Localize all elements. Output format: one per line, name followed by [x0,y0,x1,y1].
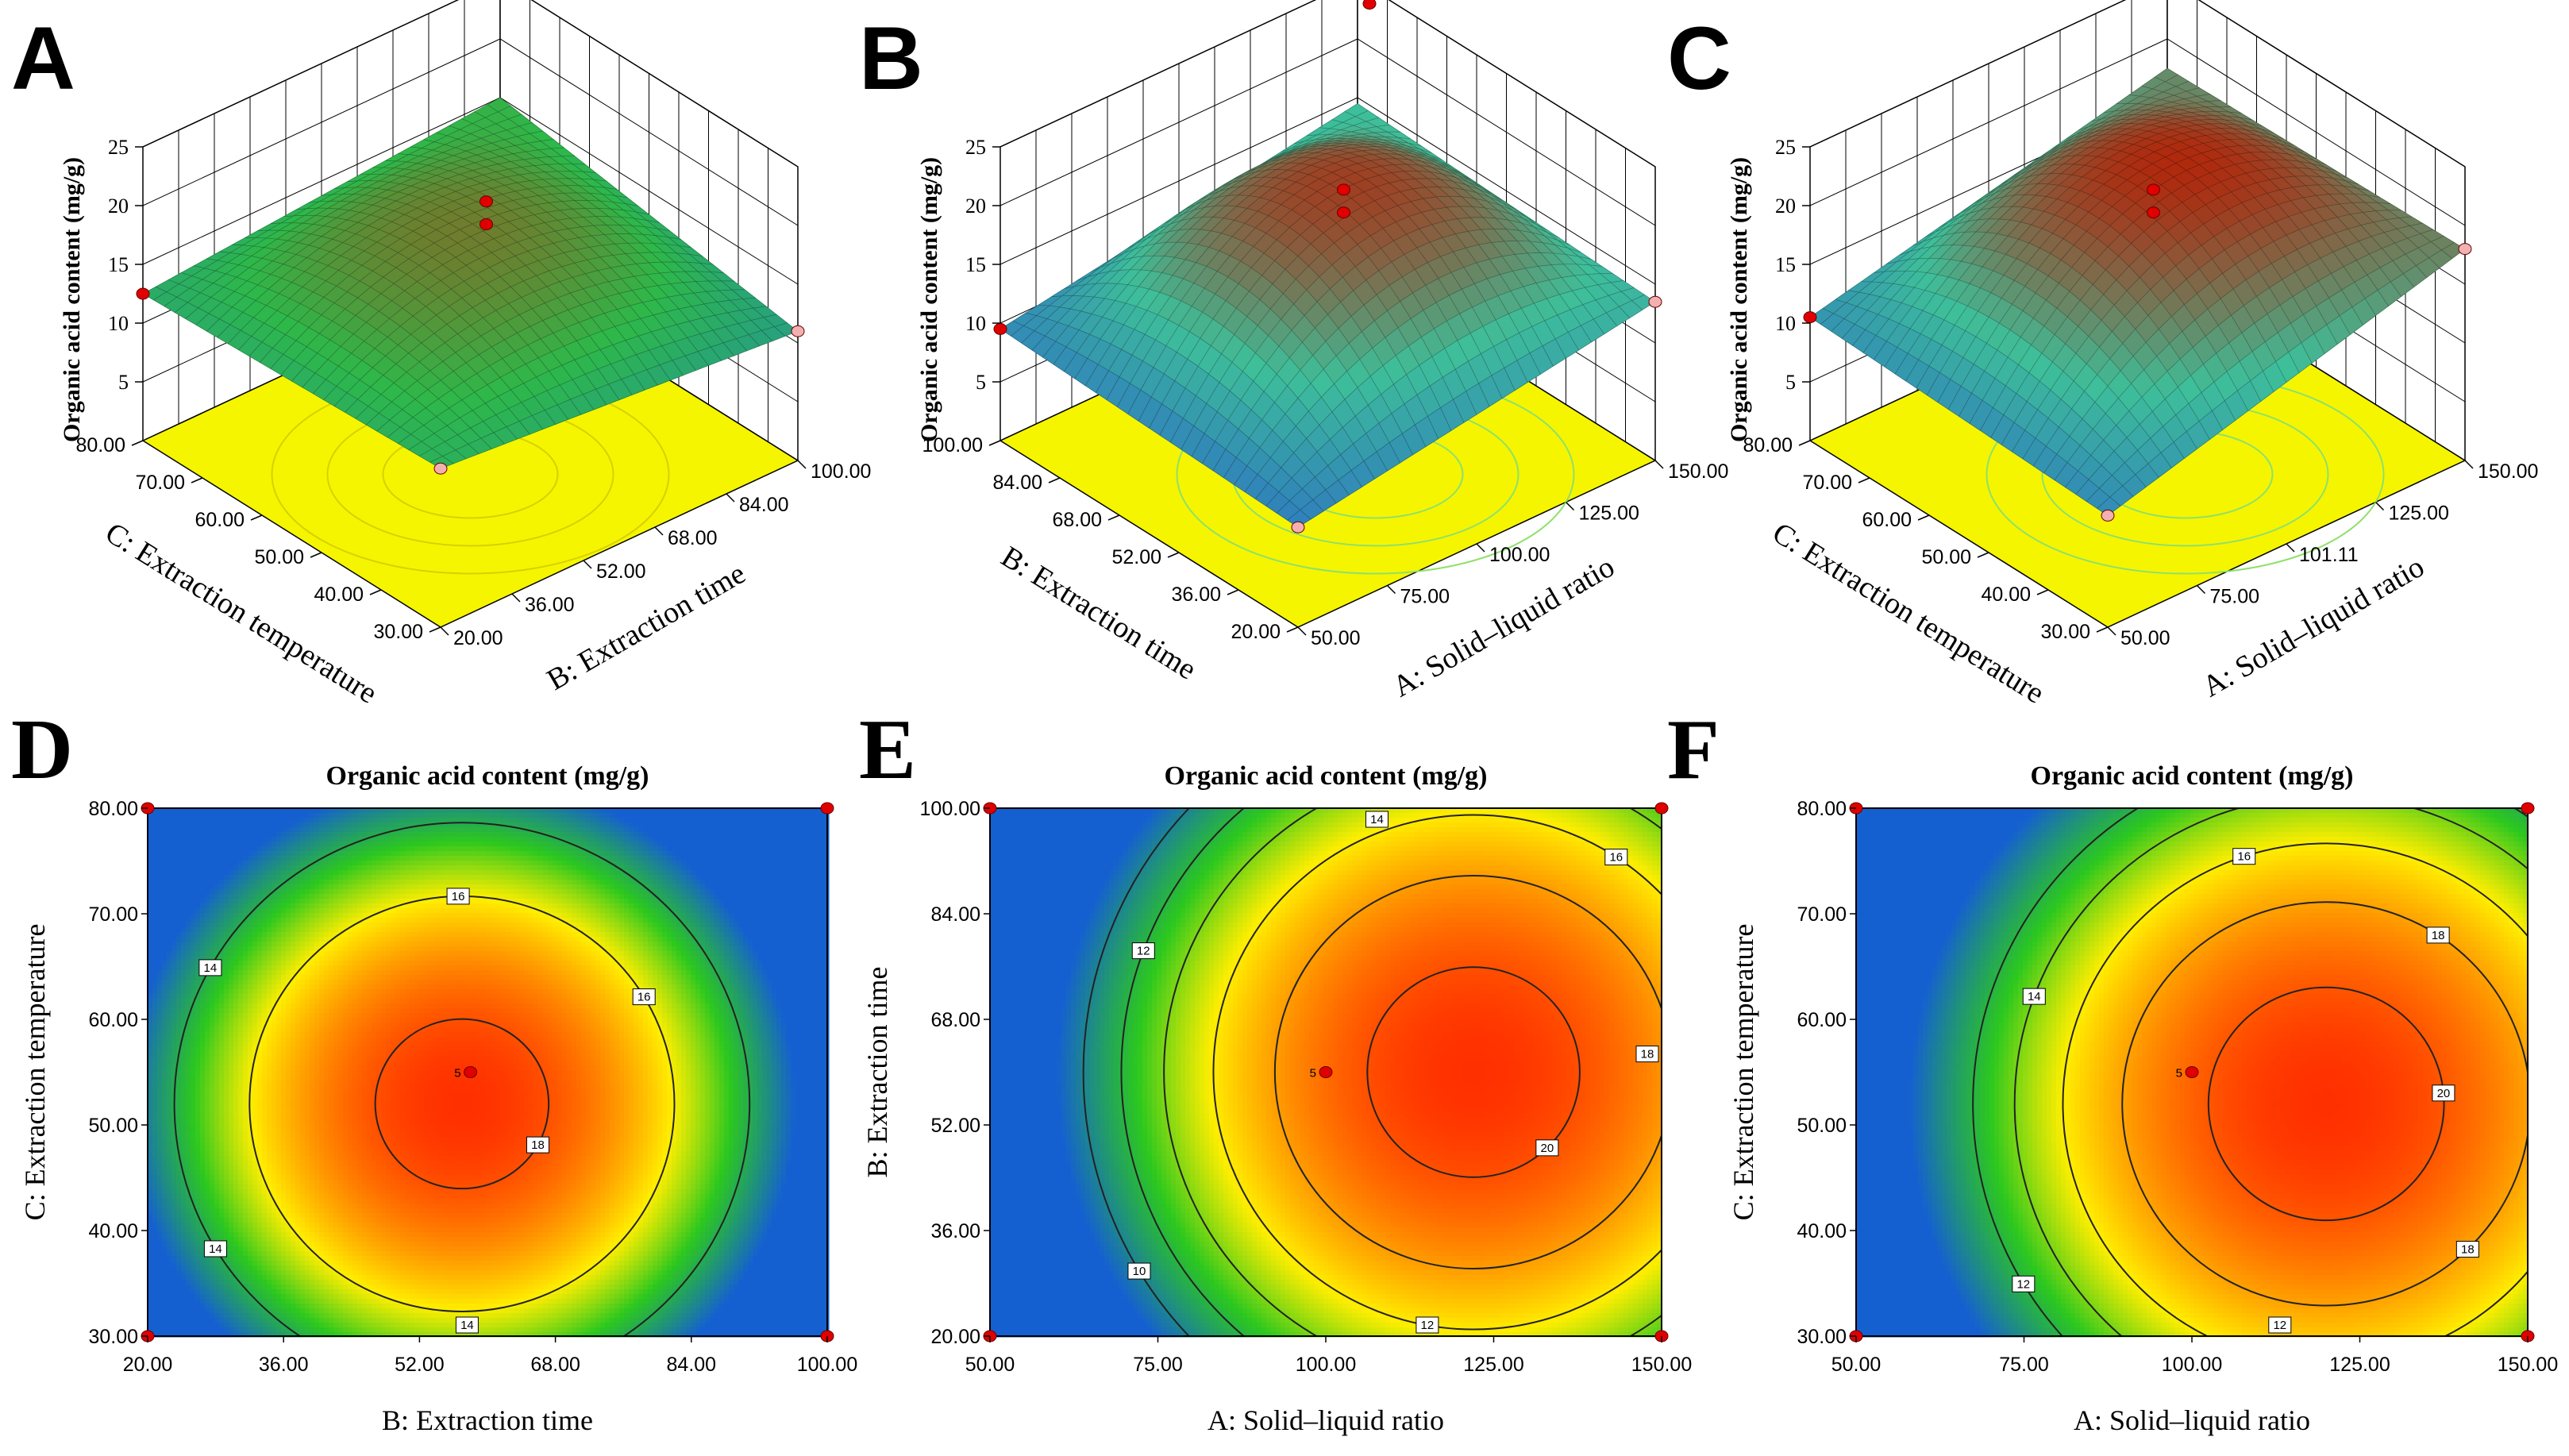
figure: A510152025Organic acid content (mg/g)30.… [0,0,2569,1456]
panel-letter-a: A [11,9,75,108]
